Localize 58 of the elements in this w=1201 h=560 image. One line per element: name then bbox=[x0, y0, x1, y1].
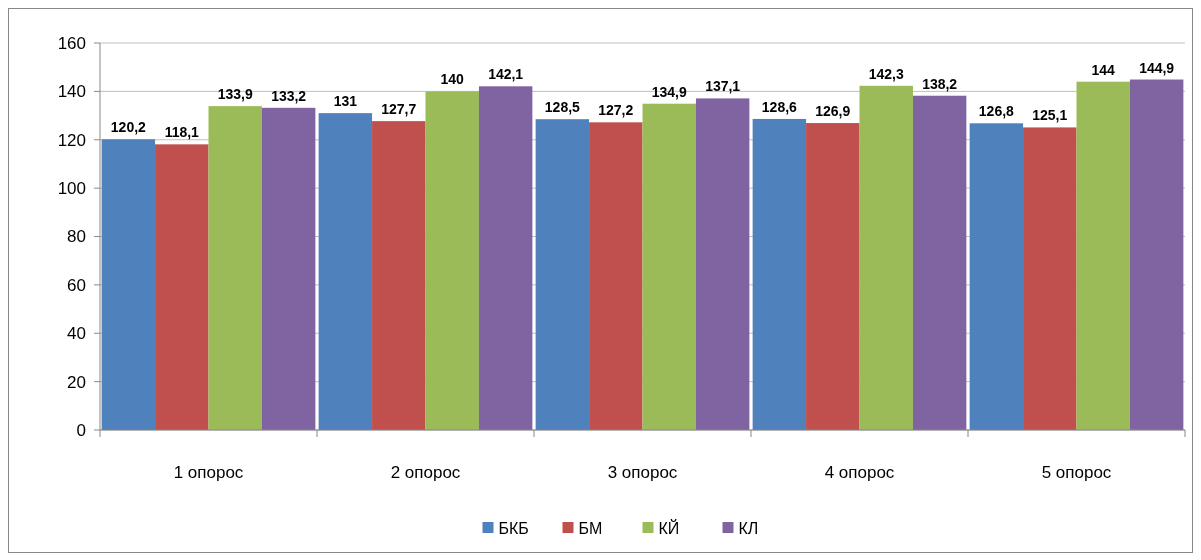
x-tick-label: 1 опорос bbox=[173, 463, 244, 482]
bar bbox=[261, 107, 316, 430]
legend-label: КЙ bbox=[658, 518, 680, 537]
bar bbox=[478, 86, 533, 430]
y-tick-label: 120 bbox=[57, 130, 86, 150]
y-tick-label: 40 bbox=[67, 324, 86, 344]
legend-label: БКБ bbox=[498, 519, 529, 537]
bar bbox=[1023, 127, 1077, 430]
bar bbox=[208, 106, 262, 430]
x-tick-label: 2 опорос bbox=[390, 463, 461, 482]
y-tick-label: 60 bbox=[67, 275, 86, 295]
bar bbox=[101, 139, 156, 430]
bar bbox=[425, 91, 479, 430]
data-label: 127,7 bbox=[381, 101, 417, 118]
bar bbox=[806, 123, 860, 430]
bar bbox=[695, 98, 750, 430]
data-label: 120,2 bbox=[110, 119, 147, 136]
bar bbox=[859, 85, 913, 430]
y-tick-label: 100 bbox=[57, 179, 86, 199]
data-label: 128,6 bbox=[761, 98, 798, 115]
x-tick-label: 4 опорос bbox=[824, 463, 895, 482]
y-tick-label: 80 bbox=[67, 227, 86, 247]
data-label: 140 bbox=[440, 71, 465, 88]
x-tick-label: 5 опорос bbox=[1041, 463, 1112, 482]
bar bbox=[912, 95, 967, 430]
x-tick-label: 3 опорос bbox=[607, 463, 678, 482]
data-label: 144 bbox=[1091, 61, 1116, 78]
bar bbox=[535, 119, 590, 430]
data-label: 133,9 bbox=[217, 86, 253, 103]
legend-label: КЛ bbox=[738, 519, 759, 537]
data-label: 137,1 bbox=[705, 78, 741, 95]
bar bbox=[642, 103, 696, 430]
bar bbox=[752, 118, 807, 430]
bar bbox=[589, 122, 643, 430]
data-label: 142,3 bbox=[868, 65, 904, 82]
bar bbox=[969, 123, 1024, 430]
bar bbox=[372, 121, 426, 430]
y-tick-label: 20 bbox=[67, 372, 86, 392]
bar bbox=[155, 144, 209, 430]
y-tick-label: 140 bbox=[57, 82, 86, 102]
data-label: 125,1 bbox=[1032, 107, 1068, 124]
bar bbox=[1076, 81, 1130, 430]
data-label: 126,9 bbox=[815, 103, 851, 120]
data-label: 133,2 bbox=[271, 87, 307, 104]
data-label: 138,2 bbox=[922, 75, 958, 92]
y-tick-label: 0 bbox=[76, 420, 86, 440]
bar bbox=[318, 113, 373, 430]
data-label: 126,8 bbox=[978, 103, 1015, 120]
data-label: 131 bbox=[333, 93, 358, 110]
data-label: 118,1 bbox=[164, 124, 200, 141]
bar bbox=[1129, 79, 1184, 430]
legend-label: БМ bbox=[578, 519, 603, 537]
y-tick-label: 160 bbox=[57, 33, 86, 53]
data-label: 142,1 bbox=[488, 66, 524, 83]
data-label: 128,5 bbox=[544, 99, 581, 116]
data-label: 134,9 bbox=[651, 83, 687, 100]
data-label: 127,2 bbox=[598, 102, 634, 119]
data-label: 144,9 bbox=[1139, 59, 1175, 76]
